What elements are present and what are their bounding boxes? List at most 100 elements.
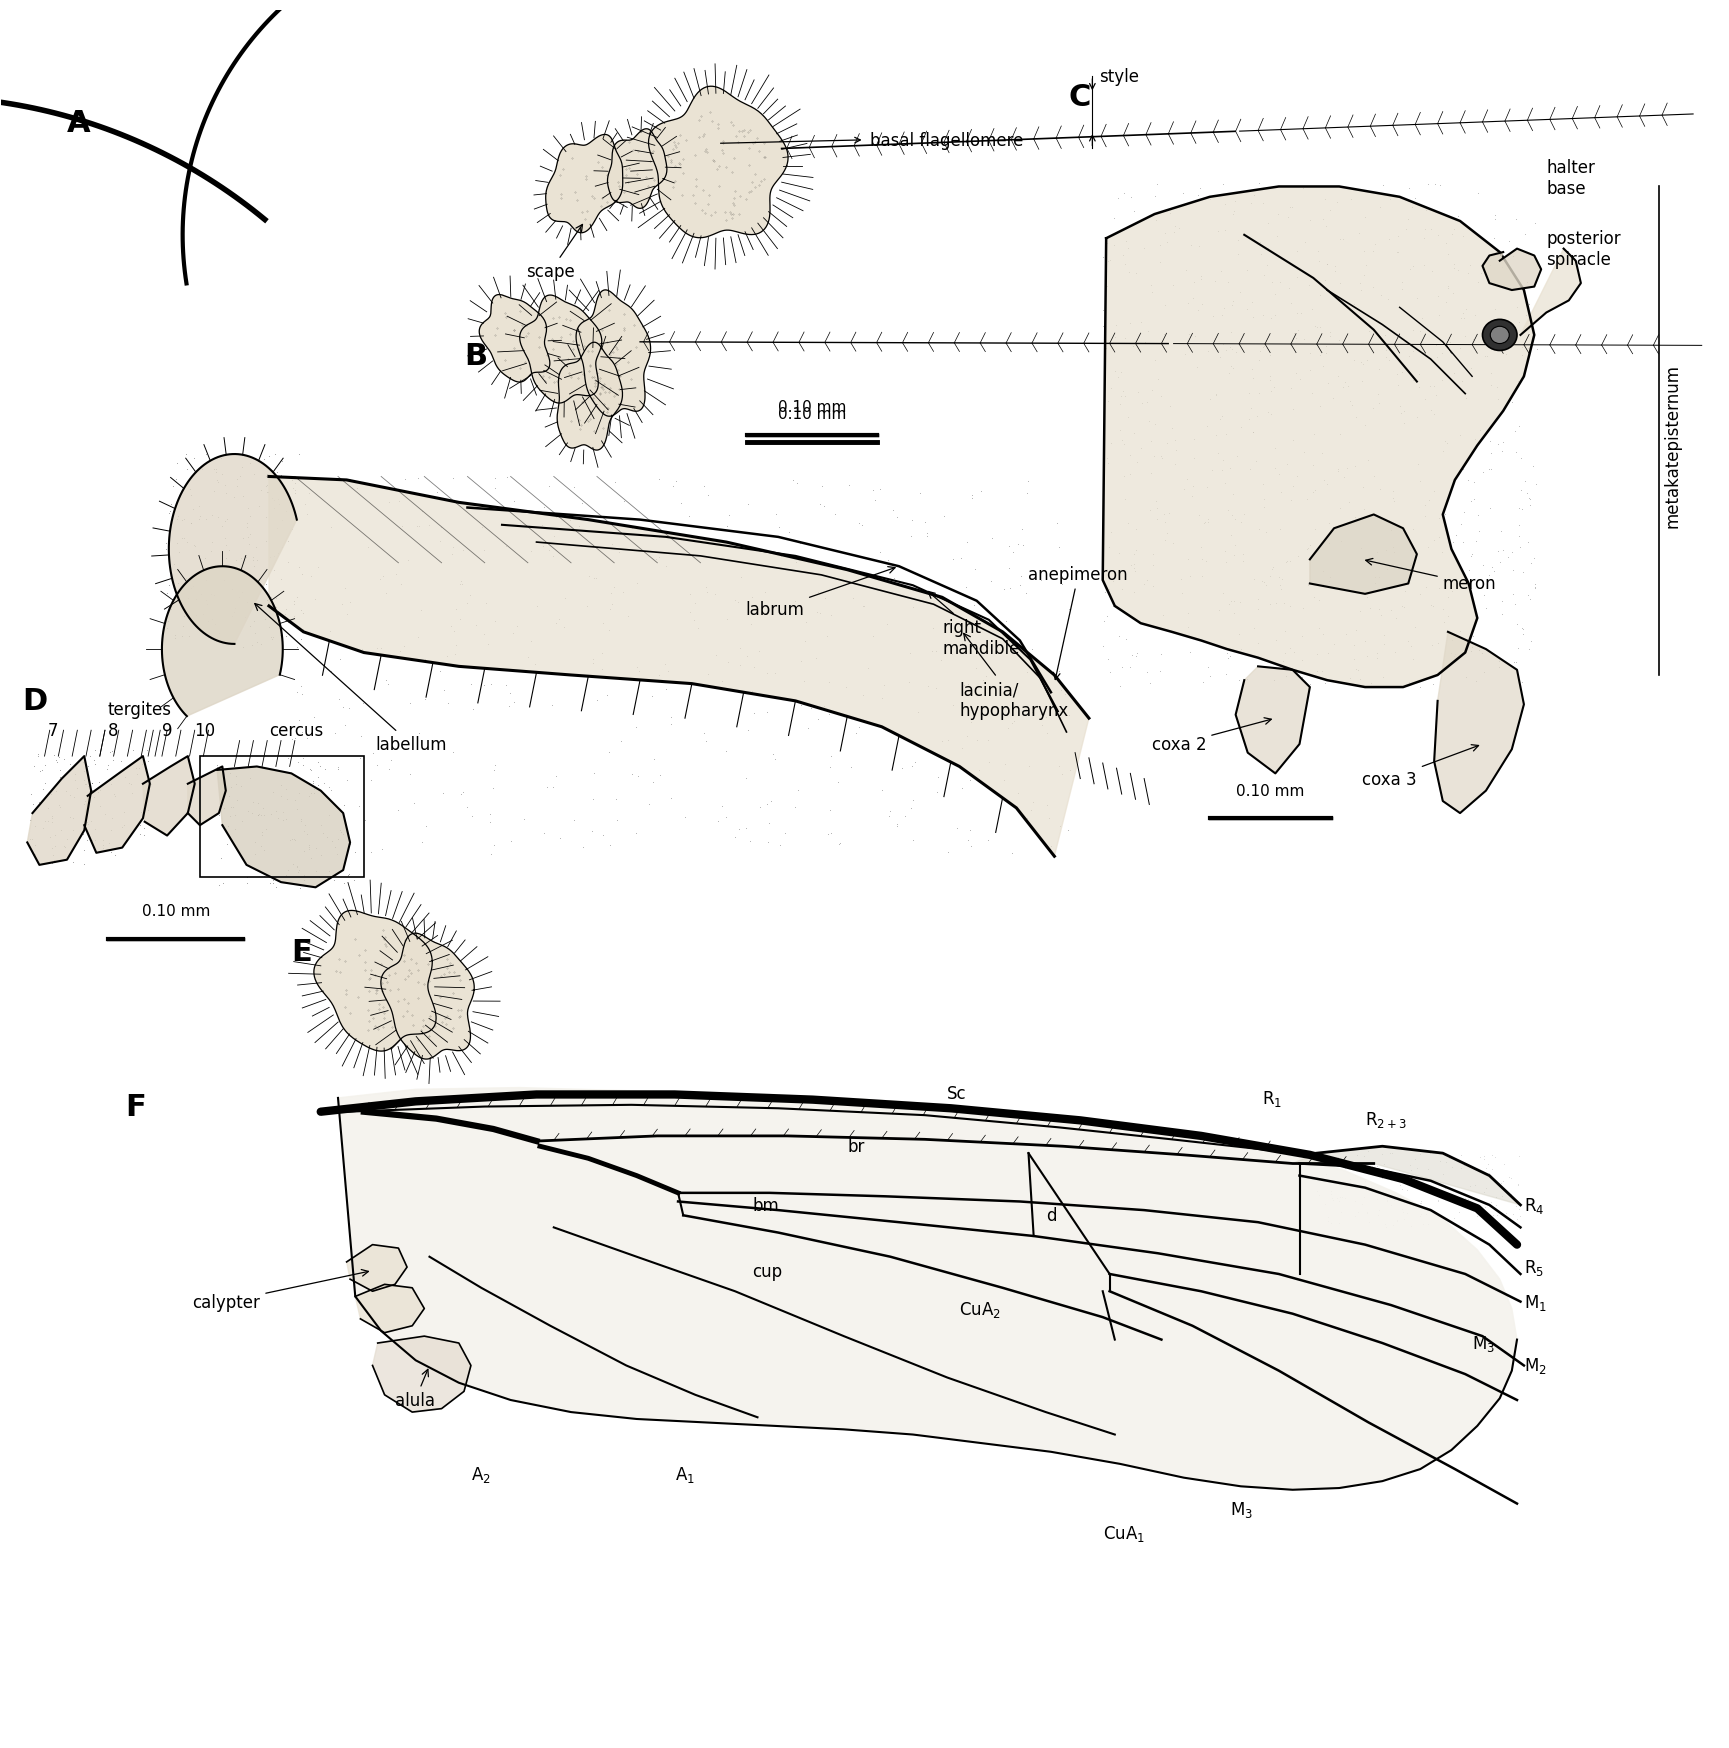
Polygon shape — [144, 757, 195, 836]
Point — [282, 465, 309, 493]
Point — [259, 624, 287, 652]
Point — [1439, 222, 1466, 250]
Point — [1387, 1171, 1414, 1199]
Point — [740, 654, 768, 682]
Point — [1380, 538, 1407, 566]
Point — [73, 818, 100, 846]
Point — [766, 514, 794, 542]
Point — [244, 790, 271, 818]
Point — [1420, 402, 1447, 430]
Point — [1347, 535, 1375, 563]
Point — [1352, 579, 1380, 607]
Point — [329, 822, 356, 850]
Point — [996, 575, 1024, 603]
Point — [1250, 495, 1278, 523]
Point — [81, 816, 109, 844]
Point — [1210, 538, 1238, 566]
Point — [1136, 496, 1164, 524]
Point — [1371, 322, 1399, 350]
Point — [804, 579, 832, 607]
Point — [73, 827, 100, 855]
Point — [228, 773, 256, 801]
Point — [1312, 1161, 1340, 1189]
Point — [1214, 496, 1241, 524]
Point — [1451, 1185, 1478, 1213]
Point — [1397, 537, 1425, 565]
Text: M$_1$: M$_1$ — [1523, 1292, 1547, 1311]
Point — [1188, 292, 1215, 320]
Point — [448, 570, 475, 598]
Point — [1508, 496, 1535, 524]
Point — [897, 794, 925, 822]
Text: M$_3$: M$_3$ — [1471, 1334, 1496, 1353]
Point — [1112, 486, 1139, 514]
Point — [557, 507, 584, 535]
Point — [1509, 360, 1537, 388]
Point — [1304, 1178, 1331, 1206]
Point — [1364, 645, 1392, 673]
Point — [38, 802, 66, 830]
Point — [1345, 220, 1373, 248]
Point — [1264, 201, 1292, 229]
Point — [1352, 205, 1380, 232]
Point — [1449, 454, 1477, 482]
Point — [408, 498, 436, 526]
Point — [1243, 402, 1271, 430]
Point — [448, 781, 475, 809]
Point — [1276, 274, 1304, 302]
Point — [1397, 1155, 1425, 1183]
Point — [811, 584, 839, 612]
Point — [1506, 533, 1534, 561]
Point — [1311, 1166, 1338, 1194]
Polygon shape — [1311, 516, 1416, 594]
Point — [645, 467, 673, 495]
Point — [712, 802, 740, 830]
Point — [164, 570, 192, 598]
Point — [41, 832, 69, 860]
Point — [956, 834, 984, 862]
Point — [1385, 1157, 1413, 1185]
Point — [197, 528, 225, 556]
Point — [95, 829, 123, 857]
Text: 0.10 mm: 0.10 mm — [778, 407, 845, 421]
Point — [1444, 257, 1471, 285]
Point — [1089, 633, 1117, 661]
Point — [877, 551, 904, 579]
Point — [595, 738, 622, 766]
Point — [297, 563, 325, 591]
Point — [475, 631, 503, 659]
Point — [1179, 444, 1207, 472]
Point — [168, 524, 195, 552]
Point — [17, 806, 45, 834]
Point — [1290, 439, 1317, 467]
Point — [223, 787, 251, 815]
Point — [304, 764, 332, 792]
Point — [1473, 343, 1501, 371]
Point — [1006, 572, 1034, 600]
Point — [1366, 194, 1394, 222]
Point — [667, 489, 695, 517]
Point — [323, 841, 351, 869]
Point — [766, 830, 794, 858]
Point — [1267, 577, 1295, 605]
Point — [1226, 666, 1254, 694]
Point — [301, 858, 329, 886]
Point — [1477, 428, 1504, 456]
Point — [161, 624, 188, 652]
Point — [256, 454, 284, 482]
Point — [263, 594, 290, 622]
Point — [1478, 554, 1506, 582]
Point — [470, 671, 498, 699]
Point — [259, 484, 287, 512]
Point — [332, 711, 360, 739]
Point — [920, 615, 947, 643]
Point — [550, 614, 577, 642]
Point — [470, 537, 498, 565]
Point — [52, 778, 80, 806]
Point — [197, 538, 225, 566]
Point — [1385, 222, 1413, 250]
Point — [1316, 318, 1343, 346]
Point — [237, 764, 265, 792]
Point — [290, 491, 318, 519]
Point — [296, 832, 323, 860]
